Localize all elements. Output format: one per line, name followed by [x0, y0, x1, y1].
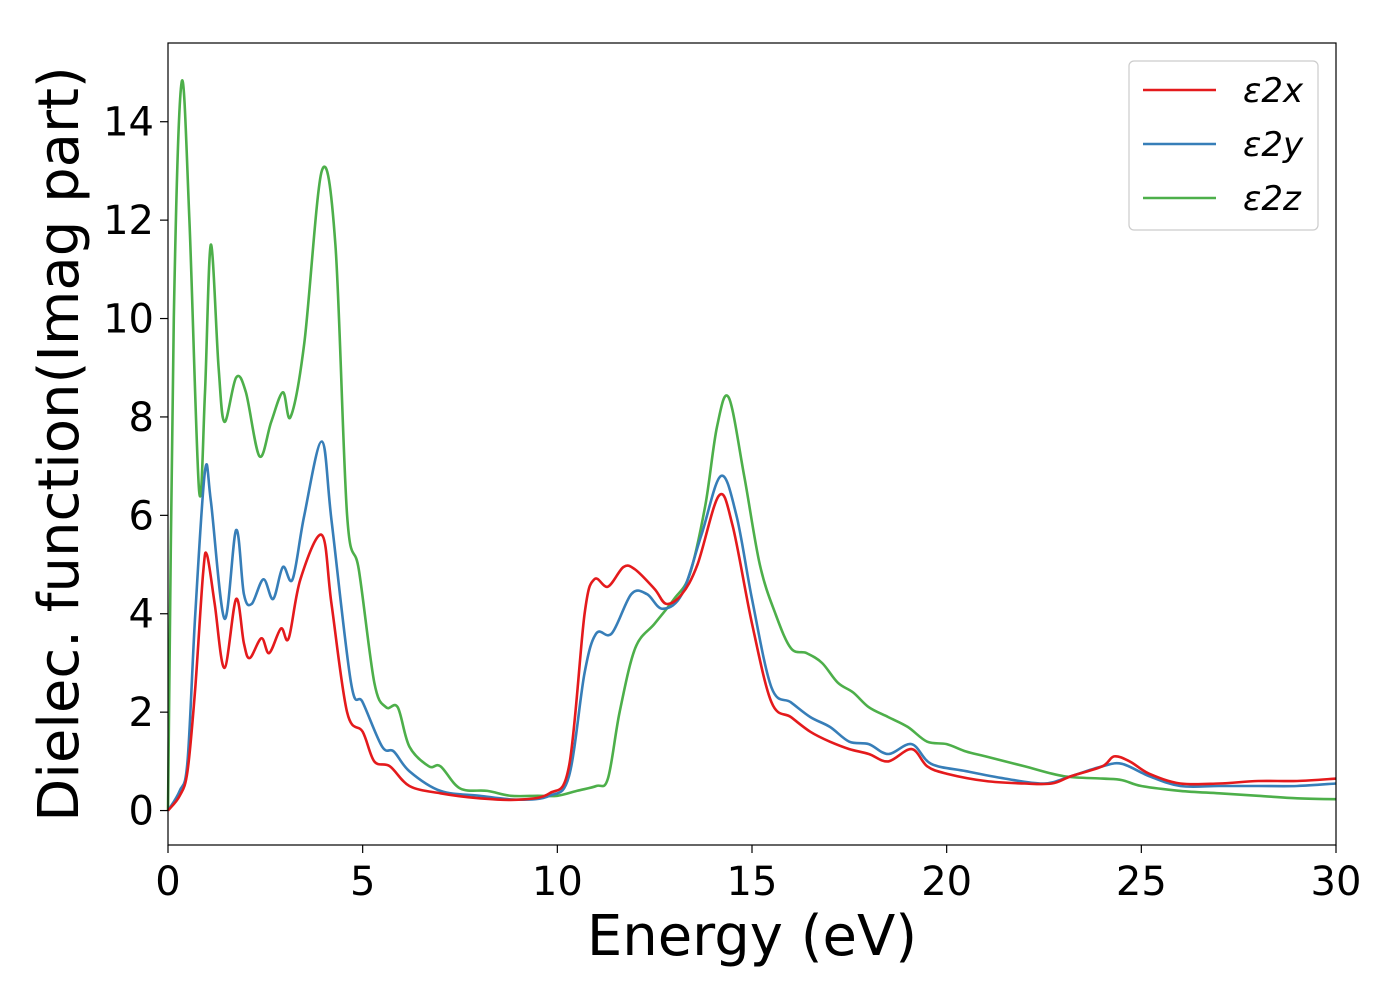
- x-tick-label: 10: [532, 859, 583, 905]
- x-tick-label: 15: [727, 859, 778, 905]
- legend-label: ε2y: [1243, 125, 1304, 165]
- legend-box: [1128, 60, 1319, 231]
- y-tick-label: 12: [103, 198, 154, 244]
- y-tick-label: 8: [129, 395, 154, 441]
- y-tick-label: 0: [129, 789, 154, 835]
- x-tick-label: 25: [1116, 859, 1167, 905]
- series-line-eps2x: [166, 492, 1337, 812]
- y-tick-label: 2: [129, 690, 154, 736]
- legend: ε2x ε2y ε2z: [1128, 60, 1319, 231]
- x-tick-label: 5: [350, 859, 375, 905]
- legend-label: ε2x: [1243, 71, 1304, 111]
- x-tick-label: 30: [1311, 859, 1362, 905]
- y-tick-label: 14: [103, 100, 154, 146]
- y-tick-label: 10: [103, 297, 154, 343]
- series-line-eps2y: [166, 440, 1337, 812]
- y-axis-title: Dielec. function(Imag part): [27, 66, 92, 822]
- y-tick-label: 4: [129, 592, 154, 638]
- x-tick-label: 20: [921, 859, 972, 905]
- series-layer: [166, 79, 1337, 812]
- plot-frame: [167, 42, 1337, 846]
- legend-label: ε2z: [1243, 179, 1302, 219]
- ticks-layer: 0 5 10 15 20 25 30 0 2 4 6 8 10 12 14: [103, 100, 1361, 905]
- x-axis-title: Energy (eV): [587, 904, 917, 969]
- y-tick-label: 6: [129, 493, 154, 539]
- x-tick-label: 0: [155, 859, 180, 905]
